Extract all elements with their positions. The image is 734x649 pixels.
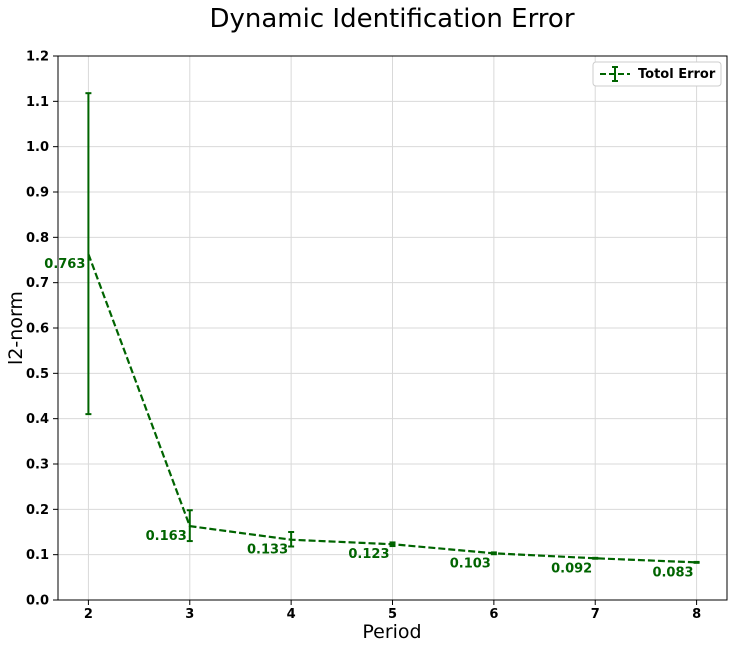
data-label: 0.133 — [247, 543, 288, 558]
x-axis-ticks: 2 3 4 5 6 7 8 — [84, 600, 701, 622]
grid — [58, 55, 727, 601]
y-axis-ticks: 0.0 0.1 0.2 0.3 0.4 0.5 0.6 0.7 0.8 0.9 1.0 1.1 1.2 — [26, 50, 58, 609]
y-tick-label: 0.5 — [26, 367, 49, 382]
y-tick-label: 0.8 — [26, 231, 49, 246]
y-tick-label: 1.2 — [26, 50, 49, 65]
legend-label: Totol Error — [638, 67, 716, 82]
y-axis-label: l2-norm — [5, 291, 27, 365]
data-label: 0.163 — [146, 529, 187, 544]
y-tick-label: 0.9 — [26, 186, 49, 201]
y-tick-label: 1.0 — [26, 140, 49, 155]
x-tick-label: 7 — [591, 607, 600, 622]
y-tick-label: 0.1 — [26, 548, 49, 563]
legend-box — [592, 61, 722, 87]
y-tick-label: 0.0 — [26, 594, 49, 609]
x-tick-label: 2 — [84, 607, 93, 622]
x-tick-label: 4 — [287, 607, 296, 622]
series-layer: 0.763 0.163 0.133 0.123 0.103 0.092 0.083 — [44, 92, 700, 580]
y-tick-label: 0.2 — [26, 503, 49, 518]
x-tick-label: 3 — [185, 607, 194, 622]
data-label: 0.083 — [652, 565, 693, 580]
y-tick-label: 0.3 — [26, 458, 49, 473]
y-tick-label: 0.4 — [26, 412, 49, 427]
data-label: 0.763 — [44, 257, 85, 272]
x-tick-label: 6 — [489, 607, 498, 622]
x-tick-label: 5 — [388, 607, 397, 622]
y-tick-label: 0.6 — [26, 322, 49, 337]
data-label: 0.123 — [348, 547, 389, 562]
plot-frame — [57, 55, 728, 601]
x-tick-label: 8 — [692, 607, 701, 622]
y-tick-label: 1.1 — [26, 95, 49, 110]
data-label: 0.092 — [551, 561, 592, 576]
data-label: 0.103 — [450, 556, 491, 571]
legend: Totol Error — [592, 61, 722, 87]
x-axis-label: Period — [362, 621, 421, 643]
chart-title: Dynamic Identification Error — [209, 4, 574, 34]
y-tick-label: 0.7 — [26, 276, 49, 291]
